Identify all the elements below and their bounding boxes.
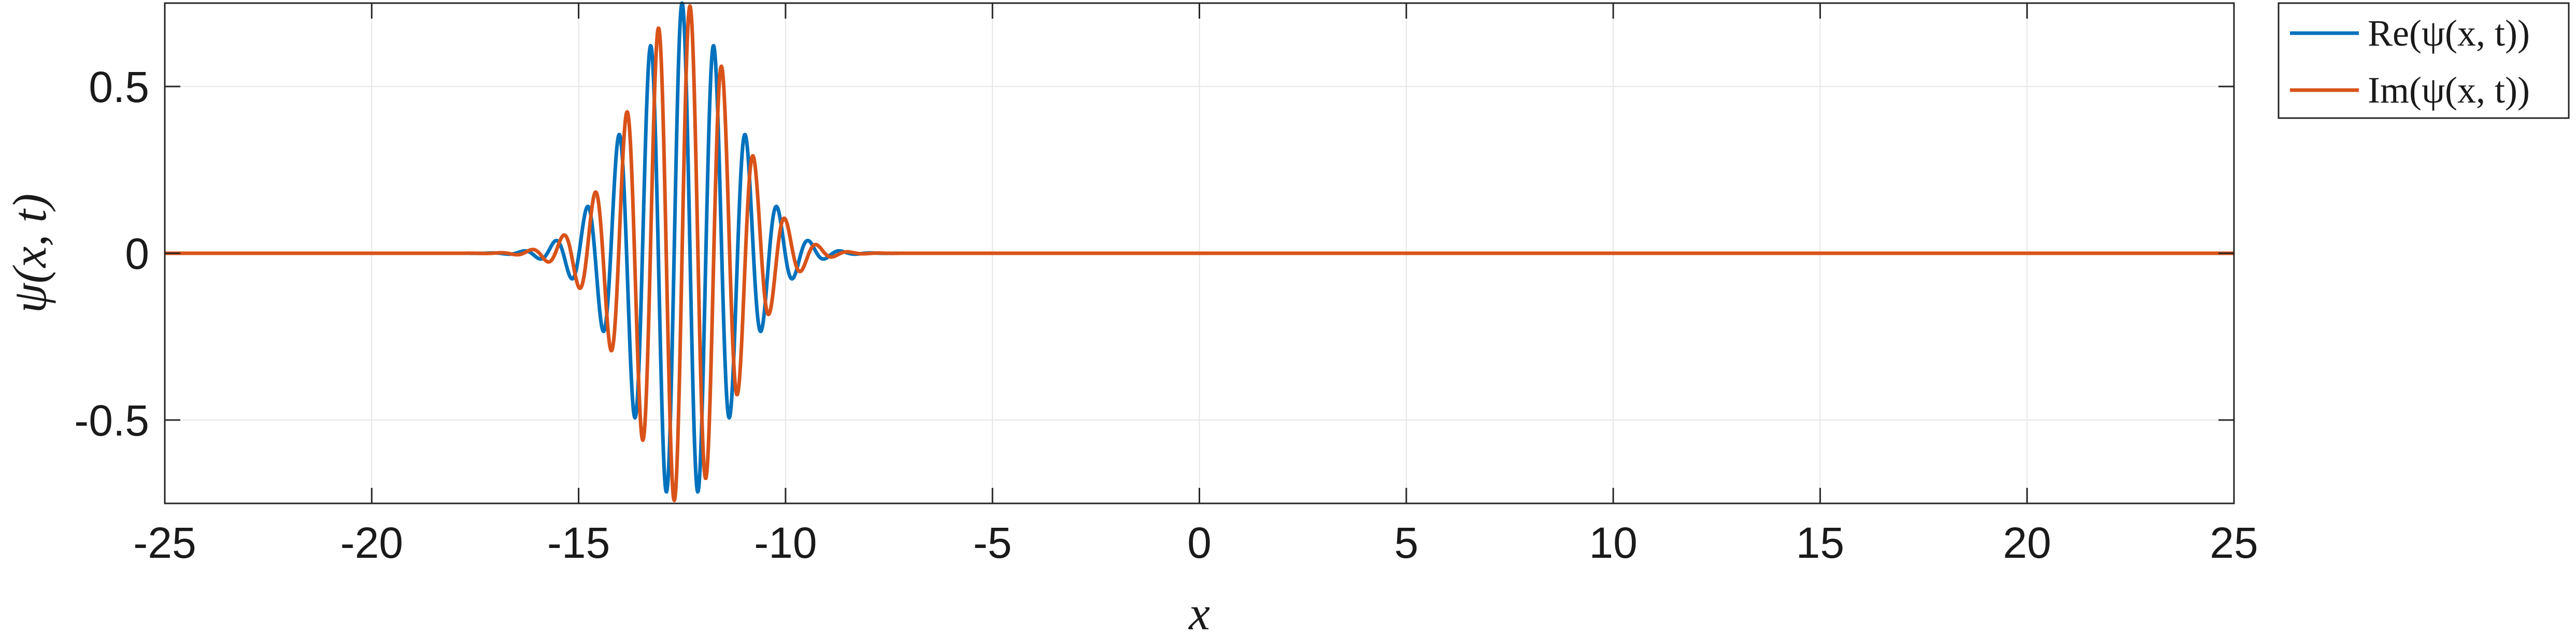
legend-label-im: Im(ψ(x, t)) bbox=[2368, 69, 2530, 111]
x-tick-label-5: 0 bbox=[1187, 518, 1212, 567]
x-tick-label-10: 25 bbox=[2210, 518, 2258, 567]
x-tick-label-4: -5 bbox=[973, 518, 1012, 567]
x-tick-label-1: -20 bbox=[340, 518, 403, 567]
series-line-im bbox=[163, 4, 2236, 502]
x-axis-label: x bbox=[1188, 587, 1210, 636]
x-tick-label-9: 20 bbox=[2003, 518, 2051, 567]
x-tick-label-2: -15 bbox=[547, 518, 610, 567]
y-tick-label-2: 0.5 bbox=[89, 63, 149, 111]
y-tick-label-1: 0 bbox=[125, 229, 149, 278]
y-axis-label: ψ(x, t) bbox=[3, 194, 56, 313]
x-tick-label-7: 10 bbox=[1589, 518, 1637, 567]
axis-ticks bbox=[164, 3, 2235, 503]
axis-tick-labels: -25 -20 -15 -10 -5 0 5 10 15 20 25 -0.5 0 0.5 bbox=[74, 63, 2258, 567]
legend-label-re: Re(ψ(x, t)) bbox=[2368, 12, 2530, 54]
legend: Re(ψ(x, t)) Im(ψ(x, t)) bbox=[2278, 2, 2570, 119]
series-lines bbox=[163, 1, 2236, 502]
x-tick-label-8: 15 bbox=[1796, 518, 1844, 567]
x-tick-label-0: -25 bbox=[133, 518, 196, 567]
y-tick-label-0: -0.5 bbox=[74, 396, 149, 445]
x-tick-label-3: -10 bbox=[754, 518, 817, 567]
legend-box bbox=[2278, 2, 2570, 119]
x-tick-label-6: 5 bbox=[1394, 518, 1418, 567]
